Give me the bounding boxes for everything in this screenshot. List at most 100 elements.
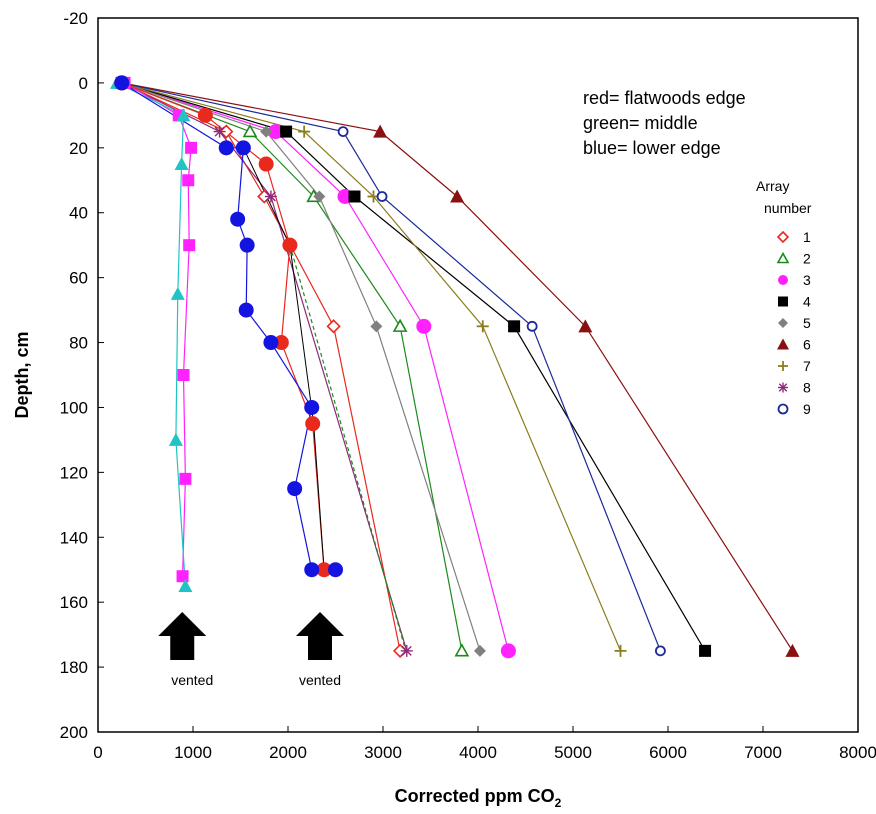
data-point [508, 320, 521, 333]
vent-label: vented [299, 672, 341, 688]
data-point [214, 126, 225, 137]
data-point [337, 126, 349, 137]
data-point [578, 319, 593, 333]
y-tick-label: 140 [60, 528, 88, 547]
data-point [168, 432, 183, 446]
legend-item-3: 3 [778, 272, 811, 288]
axes-layer: 0 1000 2000 3000 4000 5000 6000 7000 8000 -20 0 20 4… [60, 9, 876, 762]
annotation-layer: red= flatwoods edge green= middle blue= … [583, 88, 746, 158]
data-point [260, 125, 273, 138]
data-point [176, 108, 191, 122]
legend-label: 8 [803, 380, 811, 396]
data-point [500, 643, 516, 659]
y-tick-label: 120 [60, 463, 88, 482]
series-polyline [116, 82, 186, 586]
legend-label: 3 [803, 272, 811, 288]
legend-label: 2 [803, 251, 811, 267]
vent-arrow [296, 612, 344, 660]
y-tick-label: 40 [69, 204, 88, 223]
data-point [258, 156, 274, 172]
data-point [282, 237, 298, 253]
series-markers-extra-13 [114, 75, 343, 578]
legend-item-5: 5 [778, 315, 811, 331]
data-point [454, 643, 470, 657]
legend-label: 6 [803, 337, 811, 353]
data-point [218, 140, 234, 156]
data-point [242, 123, 258, 138]
data-point [179, 472, 192, 485]
vent-label: vented [171, 672, 213, 688]
legend: Array number 1 2 3 4 5 6 7 8 9 [756, 178, 812, 417]
data-point [235, 140, 251, 156]
data-point [376, 191, 388, 202]
data-point [777, 403, 789, 415]
data-point [197, 107, 213, 123]
legend-item-6: 6 [777, 337, 811, 353]
y-tick-label: 160 [60, 593, 88, 612]
series-line-8 [121, 82, 408, 652]
data-point [174, 157, 189, 171]
data-point [239, 237, 255, 253]
y-axis-title: Depth, cm [12, 331, 32, 418]
y-tick-label: 200 [60, 723, 88, 742]
data-point [304, 399, 320, 415]
legend-item-8: 8 [778, 380, 811, 396]
data-point [273, 335, 289, 351]
series-line-extra-11 [116, 82, 186, 586]
legend-label: 1 [803, 229, 811, 245]
data-point [785, 643, 800, 657]
data-point [776, 230, 790, 244]
series-markers-8 [115, 76, 413, 657]
data-point [370, 320, 383, 333]
data-point [450, 189, 465, 203]
data-point [182, 174, 195, 187]
data-point [280, 125, 293, 138]
legend-item-2: 2 [776, 251, 811, 267]
annotation-line-green: green= middle [583, 113, 698, 133]
y-tick-label: 0 [79, 74, 88, 93]
data-point [316, 562, 332, 578]
data-point [776, 251, 790, 264]
data-point [238, 302, 254, 318]
data-point [263, 335, 279, 351]
y-tick-label: -20 [63, 9, 88, 28]
x-tick-label: 8000 [839, 743, 876, 762]
data-point [268, 124, 284, 140]
legend-item-7: 7 [778, 358, 811, 374]
data-point [392, 318, 408, 332]
data-point [348, 190, 361, 203]
x-tick-label: 4000 [459, 743, 497, 762]
data-point [230, 211, 246, 227]
legend-item-9: 9 [777, 401, 811, 417]
x-tick-label: 7000 [744, 743, 782, 762]
series-layer [110, 75, 800, 659]
x-tick-label: 0 [93, 743, 102, 762]
y-tick-label: 60 [69, 269, 88, 288]
vent-markers: vented vented [158, 612, 344, 688]
x-axis-title-main: Corrected ppm CO [395, 786, 555, 806]
legend-label: 7 [803, 358, 811, 374]
series-polyline [121, 82, 408, 652]
data-point [313, 190, 326, 203]
legend-label: 9 [803, 401, 811, 417]
data-point [185, 141, 198, 154]
y-tick-label: 80 [69, 334, 88, 353]
legend-marker [778, 275, 788, 285]
data-point [778, 296, 788, 307]
annotation-line-blue: blue= lower edge [583, 138, 721, 158]
x-tick-label: 2000 [269, 743, 307, 762]
data-point [473, 644, 486, 657]
x-tick-label: 3000 [364, 743, 402, 762]
y-tick-label: 180 [60, 658, 88, 677]
data-point [265, 191, 276, 202]
x-axis-title: Corrected ppm CO2 [395, 786, 562, 810]
vent-marker-2: vented [296, 612, 344, 688]
data-point [328, 562, 343, 578]
y-tick-label: 100 [60, 398, 88, 417]
data-point [176, 570, 189, 583]
data-point [373, 124, 388, 138]
data-point [326, 319, 341, 334]
vent-arrow [158, 612, 207, 660]
